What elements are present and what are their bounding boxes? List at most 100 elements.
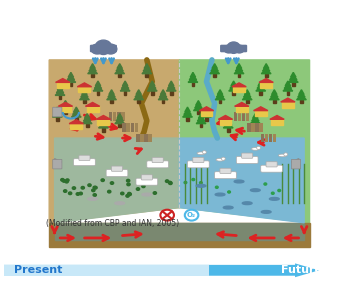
Polygon shape [151,91,154,95]
Circle shape [228,45,239,53]
Polygon shape [265,74,267,77]
Polygon shape [149,81,155,86]
Circle shape [76,193,79,195]
Polygon shape [134,95,143,100]
Bar [259,123,263,131]
Polygon shape [57,85,63,90]
Polygon shape [73,110,80,114]
Polygon shape [68,72,74,77]
Circle shape [224,45,233,53]
Polygon shape [283,86,293,91]
Polygon shape [63,101,68,105]
Polygon shape [102,128,105,131]
Polygon shape [90,64,95,69]
Polygon shape [56,79,70,82]
FancyBboxPatch shape [266,162,277,167]
Polygon shape [97,119,110,125]
Ellipse shape [196,184,206,187]
FancyBboxPatch shape [53,107,62,117]
Bar [273,134,276,142]
Polygon shape [236,106,248,112]
Circle shape [216,186,218,188]
Polygon shape [191,82,194,86]
Polygon shape [229,86,238,91]
Circle shape [97,44,110,54]
Polygon shape [183,112,193,117]
Polygon shape [232,91,235,95]
Polygon shape [59,95,61,99]
Polygon shape [273,100,276,103]
Polygon shape [245,90,250,94]
Circle shape [121,192,124,195]
Circle shape [221,157,225,160]
Text: Present: Present [14,265,62,275]
Polygon shape [135,92,142,97]
Bar [148,134,152,142]
Polygon shape [184,110,191,114]
Polygon shape [54,110,61,114]
Polygon shape [201,111,212,116]
Polygon shape [282,102,294,108]
Circle shape [79,192,82,195]
Bar [144,134,148,142]
Ellipse shape [242,202,252,204]
Circle shape [136,188,140,190]
Circle shape [127,183,130,186]
Polygon shape [219,100,222,103]
FancyBboxPatch shape [79,155,90,160]
Circle shape [101,179,104,182]
Circle shape [88,184,91,186]
Bar [246,112,249,121]
Polygon shape [55,91,65,95]
Polygon shape [261,69,271,74]
Circle shape [81,186,84,189]
Polygon shape [137,100,140,103]
Polygon shape [188,78,198,82]
FancyBboxPatch shape [236,157,258,164]
Polygon shape [117,64,122,69]
Bar [140,134,143,142]
Bar [113,112,117,121]
Circle shape [128,193,131,196]
Circle shape [69,192,72,195]
Polygon shape [186,117,189,121]
Polygon shape [121,84,129,89]
Polygon shape [158,95,168,100]
Polygon shape [270,95,279,100]
FancyBboxPatch shape [74,159,95,166]
Bar [238,112,241,121]
Polygon shape [290,75,297,80]
Polygon shape [55,138,179,223]
Polygon shape [213,74,216,77]
Polygon shape [74,107,79,112]
Polygon shape [96,116,111,119]
Polygon shape [231,81,236,86]
Polygon shape [162,100,164,103]
Bar [256,123,259,131]
Polygon shape [70,124,82,129]
Ellipse shape [215,193,225,196]
Polygon shape [71,112,81,117]
FancyBboxPatch shape [106,169,128,177]
Polygon shape [124,91,126,95]
Polygon shape [287,91,289,95]
FancyBboxPatch shape [292,159,301,169]
Polygon shape [99,123,108,128]
Ellipse shape [270,197,279,200]
Polygon shape [88,69,97,74]
Polygon shape [116,66,123,71]
Polygon shape [101,118,106,123]
Circle shape [107,190,111,193]
Circle shape [92,189,95,192]
Bar [136,134,140,142]
Ellipse shape [234,180,244,183]
Polygon shape [244,92,251,97]
Polygon shape [82,119,92,124]
Polygon shape [122,81,128,86]
Polygon shape [108,92,115,97]
Polygon shape [198,114,204,118]
Polygon shape [238,74,240,77]
Polygon shape [290,72,296,77]
Circle shape [104,44,117,54]
Bar [109,112,112,121]
